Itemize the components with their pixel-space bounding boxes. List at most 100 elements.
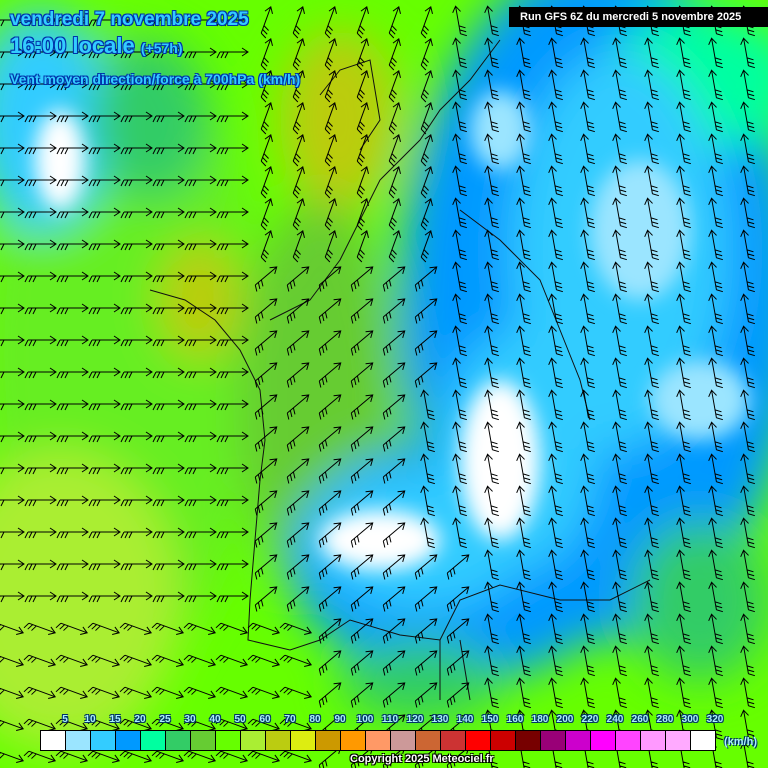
wind-arrow (452, 101, 468, 133)
wind-arrow (88, 303, 121, 315)
wind-arrow (152, 271, 185, 283)
wind-arrow (56, 559, 89, 571)
wind-arrow (388, 5, 401, 39)
wind-arrow (676, 101, 692, 133)
wind-arrow (580, 133, 596, 165)
wind-arrow (414, 554, 438, 580)
wind-arrow (612, 325, 628, 357)
wind-arrow (247, 750, 281, 763)
wind-arrow (216, 559, 249, 571)
wind-arrow (23, 654, 57, 667)
wind-arrow (0, 623, 25, 635)
wind-arrow (612, 389, 628, 421)
wind-arrow (740, 709, 756, 741)
wind-arrow (318, 618, 342, 644)
wind-arrow (612, 645, 628, 677)
wind-arrow (260, 69, 273, 103)
wind-arrow (708, 293, 724, 325)
wind-arrow (612, 101, 628, 133)
wind-arrow (484, 37, 500, 69)
wind-arrow (292, 165, 305, 199)
wind-arrow (152, 495, 185, 507)
wind-arrow (548, 453, 564, 485)
wind-arrow (56, 431, 89, 443)
wind-arrow (184, 111, 217, 123)
wind-arrow (676, 389, 692, 421)
wind-arrow (119, 718, 153, 731)
legend-swatch (616, 731, 641, 750)
wind-arrow (0, 47, 25, 59)
wind-arrow (350, 682, 374, 708)
wind-arrow (247, 622, 281, 635)
wind-arrow (254, 458, 278, 484)
wind-arrow (420, 485, 436, 517)
wind-arrow (215, 622, 249, 635)
wind-arrow (279, 622, 313, 635)
wind-arrow (286, 426, 310, 452)
wind-arrow (24, 335, 57, 347)
wind-arrow (184, 47, 217, 59)
wind-arrow (612, 549, 628, 581)
wind-arrow (23, 750, 57, 763)
wind-arrow (708, 197, 724, 229)
wind-arrow (644, 325, 660, 357)
wind-arrow (740, 613, 756, 645)
wind-arrow (56, 367, 89, 379)
wind-arrow (216, 271, 249, 283)
wind-arrow (484, 357, 500, 389)
wind-arrow (56, 495, 89, 507)
wind-arrow (740, 325, 756, 357)
wind-arrow (216, 367, 249, 379)
wind-arrow (708, 613, 724, 645)
wind-arrow (24, 527, 57, 539)
wind-arrow (484, 549, 500, 581)
wind-arrow (740, 549, 756, 581)
wind-arrow (184, 79, 217, 91)
wind-arrow (56, 111, 89, 123)
wind-arrow (24, 79, 57, 91)
wind-arrow (580, 101, 596, 133)
wind-arrow (708, 645, 724, 677)
wind-arrow (350, 362, 374, 388)
wind-arrow (0, 687, 25, 699)
wind-arrow (350, 522, 374, 548)
wind-arrow (516, 229, 532, 261)
wind-arrow (676, 549, 692, 581)
wind-arrow (24, 367, 57, 379)
wind-arrow (452, 229, 468, 261)
wind-arrow (580, 453, 596, 485)
forecast-date: vendredi 7 novembre 2025 (10, 9, 249, 30)
wind-arrow (548, 197, 564, 229)
parameter-title: Vent moyen direction/force à 700hPa (km/… (10, 71, 301, 87)
wind-arrow (484, 645, 500, 677)
wind-arrow (548, 549, 564, 581)
wind-arrow (612, 261, 628, 293)
wind-arrow (247, 686, 281, 699)
wind-arrow (324, 69, 337, 103)
legend-swatch (191, 731, 216, 750)
legend-swatch (366, 731, 391, 750)
legend-label: 30 (184, 714, 196, 725)
wind-arrow (580, 357, 596, 389)
wind-arrow (350, 266, 374, 292)
wind-arrow (516, 421, 532, 453)
wind-arrow (88, 207, 121, 219)
wind-arrow (644, 517, 660, 549)
wind-arrow (708, 261, 724, 293)
wind-arrow (24, 591, 57, 603)
legend-swatch (316, 731, 341, 750)
wind-arrow (120, 591, 153, 603)
wind-arrow (216, 335, 249, 347)
wind-arrow (184, 367, 217, 379)
wind-arrow (580, 165, 596, 197)
wind-arrow (24, 207, 57, 219)
wind-arrow (452, 165, 468, 197)
legend-label: 20 (134, 714, 146, 725)
wind-arrow (382, 522, 406, 548)
wind-arrow (612, 197, 628, 229)
wind-arrow (644, 165, 660, 197)
wind-arrow (516, 485, 532, 517)
legend-label: 220 (581, 714, 599, 725)
legend-label: 240 (606, 714, 624, 725)
wind-arrow (676, 453, 692, 485)
